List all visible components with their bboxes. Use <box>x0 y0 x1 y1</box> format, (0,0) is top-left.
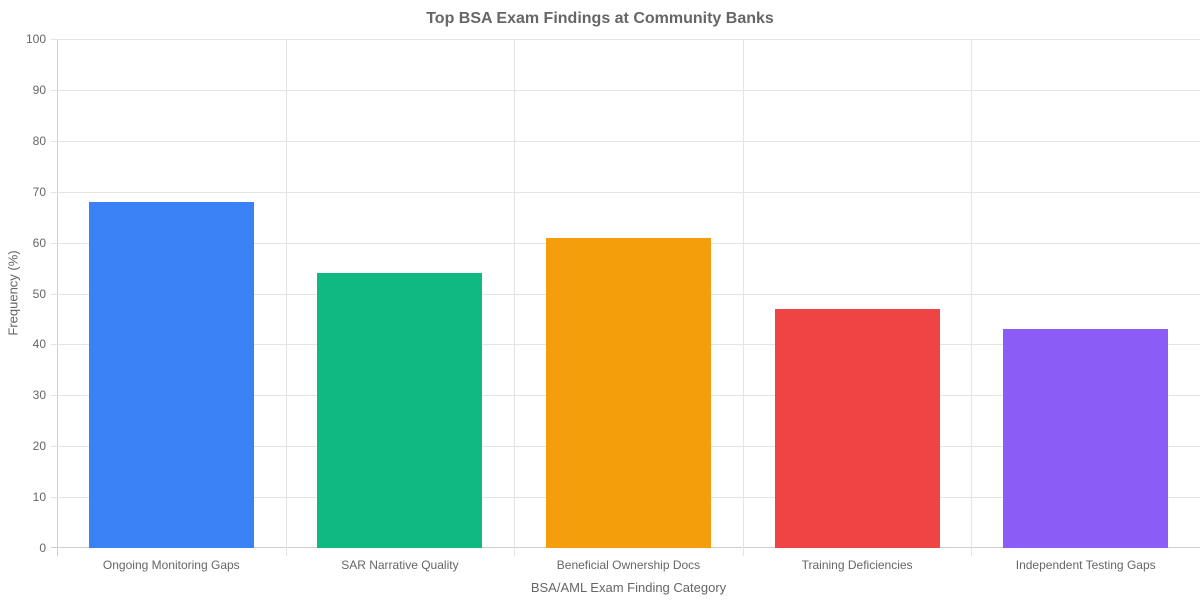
y-tick-label: 50 <box>32 286 46 301</box>
y-tick-label: 30 <box>32 388 46 403</box>
y-tick-label: 40 <box>32 337 46 352</box>
gridline-vertical <box>285 39 287 556</box>
x-tick-label: Independent Testing Gaps <box>1015 558 1156 572</box>
x-tick-label: Training Deficiencies <box>801 558 913 572</box>
bar-independent-testing-gaps[interactable] <box>1003 329 1169 548</box>
plot-area <box>51 39 1200 556</box>
x-tick-label: Ongoing Monitoring Gaps <box>102 558 240 572</box>
y-tick-label: 90 <box>32 82 46 97</box>
gridline-horizontal <box>51 191 1200 193</box>
y-tick-label: 100 <box>25 32 46 46</box>
y-axis-line <box>57 39 58 556</box>
chart-title: Top BSA Exam Findings at Community Banks <box>426 10 774 27</box>
gridline-vertical <box>742 39 744 556</box>
x-tick-label: Beneficial Ownership Docs <box>556 558 701 572</box>
y-tick-label: 60 <box>32 235 46 250</box>
y-tick-label: 70 <box>32 184 46 199</box>
bar-sar-narrative-quality[interactable] <box>317 273 483 548</box>
gridline-vertical <box>971 39 973 556</box>
gridline-horizontal <box>51 39 1200 40</box>
bar-ongoing-monitoring-gaps[interactable] <box>88 201 254 548</box>
bar-beneficial-ownership-docs[interactable] <box>546 237 711 548</box>
x-tick-label: SAR Narrative Quality <box>341 558 459 572</box>
x-axis-label: BSA/AML Exam Finding Category <box>530 580 727 595</box>
gridline-horizontal <box>51 140 1200 142</box>
gridline-vertical <box>514 39 516 556</box>
y-tick-label: 10 <box>32 490 46 505</box>
y-tick-label: 80 <box>32 133 46 148</box>
gridline-horizontal <box>51 89 1200 91</box>
y-tick-label: 0 <box>39 541 46 555</box>
bar-training-deficiencies[interactable] <box>774 308 940 548</box>
y-tick-label: 20 <box>32 439 46 454</box>
